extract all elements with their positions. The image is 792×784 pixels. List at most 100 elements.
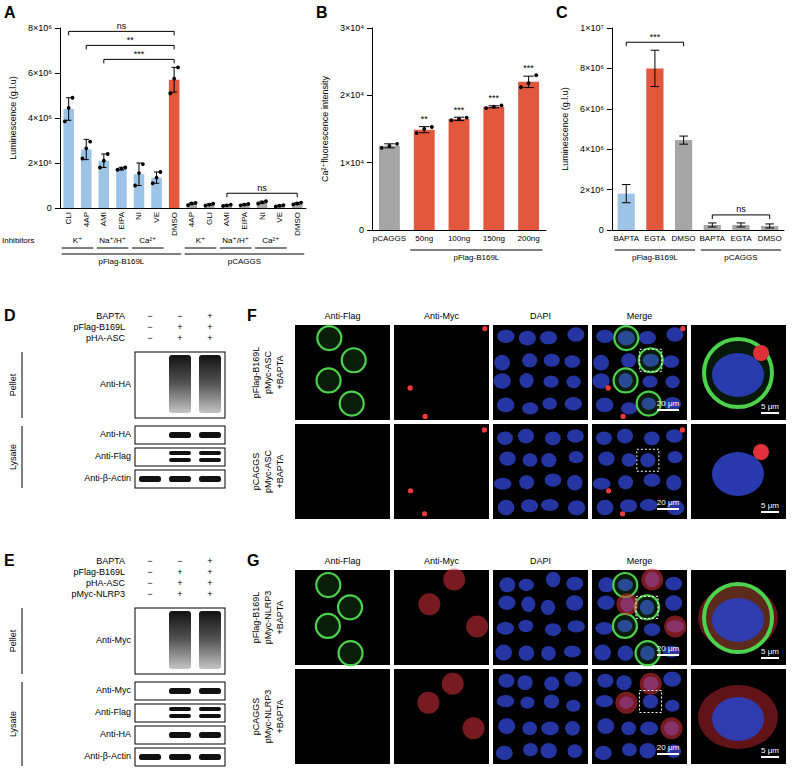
svg-text:0: 0 <box>599 225 604 235</box>
svg-text:4AP: 4AP <box>187 212 196 227</box>
svg-text:+: + <box>207 567 212 577</box>
svg-text:−: − <box>147 333 152 343</box>
svg-text:3×10⁴: 3×10⁴ <box>340 23 364 33</box>
svg-text:Anti-HA: Anti-HA <box>100 729 131 739</box>
svg-text:1×10⁴: 1×10⁴ <box>340 158 364 168</box>
svg-text:+BAPTA: +BAPTA <box>275 355 285 389</box>
svg-text:K⁺: K⁺ <box>196 236 206 245</box>
svg-text:GLI: GLI <box>205 212 214 225</box>
svg-text:+: + <box>207 322 212 332</box>
svg-text:C: C <box>556 4 568 21</box>
svg-text:Inhibitors: Inhibitors <box>2 236 34 245</box>
svg-text:EIPA: EIPA <box>240 211 249 229</box>
svg-text:BAPTA: BAPTA <box>96 556 125 566</box>
svg-text:Anti-Flag: Anti-Flag <box>324 556 360 566</box>
svg-text:G: G <box>247 552 259 569</box>
svg-text:+: + <box>177 578 182 588</box>
svg-text:0: 0 <box>359 225 364 235</box>
svg-text:Lysate: Lysate <box>8 444 18 470</box>
svg-text:+BAPTA: +BAPTA <box>275 600 285 634</box>
svg-text:+BAPTA: +BAPTA <box>275 699 285 733</box>
svg-text:+: + <box>177 589 182 599</box>
svg-text:pHA-ASC: pHA-ASC <box>86 333 126 343</box>
svg-text:pMyc-ASC: pMyc-ASC <box>263 450 273 494</box>
svg-text:DAPI: DAPI <box>530 556 551 566</box>
svg-text:ns: ns <box>257 183 267 193</box>
svg-text:***: *** <box>523 63 534 73</box>
svg-text:AMI: AMI <box>99 212 108 226</box>
svg-text:D: D <box>4 307 16 324</box>
svg-text:50ng: 50ng <box>415 234 433 243</box>
svg-text:Pellet: Pellet <box>8 629 18 652</box>
svg-text:20 μm: 20 μm <box>657 498 680 507</box>
svg-text:4AP: 4AP <box>82 212 91 227</box>
svg-text:VE: VE <box>275 212 284 223</box>
svg-text:20 μm: 20 μm <box>657 399 680 408</box>
svg-text:2×10⁴: 2×10⁴ <box>340 90 364 100</box>
svg-text:DMSO: DMSO <box>758 234 782 243</box>
svg-text:Anti-Flag: Anti-Flag <box>95 451 131 461</box>
svg-text:2×10⁶: 2×10⁶ <box>580 185 604 195</box>
svg-text:+BAPTA: +BAPTA <box>275 454 285 488</box>
svg-text:2×10⁶: 2×10⁶ <box>28 158 52 168</box>
svg-text:Ca²⁺fluorescence intensity: Ca²⁺fluorescence intensity <box>320 76 330 182</box>
svg-text:pFlag-B169L: pFlag-B169L <box>454 253 500 262</box>
svg-text:DMSO: DMSO <box>170 212 179 236</box>
svg-text:8×10⁶: 8×10⁶ <box>580 63 604 73</box>
svg-text:100ng: 100ng <box>448 234 470 243</box>
svg-text:+: + <box>207 333 212 343</box>
svg-text:Anti-β-Actin: Anti-β-Actin <box>84 751 131 761</box>
svg-text:8×10⁶: 8×10⁶ <box>28 23 52 33</box>
svg-text:pCAGGS: pCAGGS <box>228 257 261 266</box>
svg-text:**: ** <box>421 114 429 124</box>
svg-text:Luminescence (g.l.u): Luminescence (g.l.u) <box>560 87 570 171</box>
svg-text:Anti-Myc: Anti-Myc <box>424 311 460 321</box>
svg-text:pFlag-B169L: pFlag-B169L <box>632 253 678 262</box>
svg-text:+: + <box>207 578 212 588</box>
svg-text:Ca²⁺: Ca²⁺ <box>262 236 279 245</box>
svg-text:20 μm: 20 μm <box>657 743 680 752</box>
svg-text:ns: ns <box>736 204 746 214</box>
svg-text:5 μm: 5 μm <box>761 402 779 411</box>
svg-text:K⁺: K⁺ <box>73 236 83 245</box>
svg-text:F: F <box>247 307 257 324</box>
svg-text:−: − <box>177 556 182 566</box>
svg-text:6×10⁶: 6×10⁶ <box>28 68 52 78</box>
svg-text:Anti-HA: Anti-HA <box>100 379 131 389</box>
svg-text:DAPI: DAPI <box>530 311 551 321</box>
svg-text:5 μm: 5 μm <box>761 647 779 656</box>
svg-text:−: − <box>147 556 152 566</box>
svg-text:VE: VE <box>152 212 161 223</box>
svg-text:pMyc-NLRP3: pMyc-NLRP3 <box>263 591 273 645</box>
svg-text:Ca²⁺: Ca²⁺ <box>139 236 156 245</box>
svg-text:pCAGGS: pCAGGS <box>373 234 406 243</box>
svg-text:−: − <box>177 311 182 321</box>
svg-text:Na⁺/H⁺: Na⁺/H⁺ <box>222 236 249 245</box>
svg-text:pFlag-B169L: pFlag-B169L <box>251 592 261 644</box>
svg-text:Pellet: Pellet <box>8 373 18 396</box>
svg-text:Anti-Myc: Anti-Myc <box>96 635 132 645</box>
svg-text:5 μm: 5 μm <box>761 501 779 510</box>
svg-text:Luminescence (g.l.u): Luminescence (g.l.u) <box>8 76 18 160</box>
svg-text:***: *** <box>489 93 500 103</box>
svg-text:CLI: CLI <box>64 212 73 224</box>
svg-text:4×10⁶: 4×10⁶ <box>580 144 604 154</box>
svg-text:Anti-Flag: Anti-Flag <box>95 707 131 717</box>
svg-text:pCAGGS: pCAGGS <box>251 698 261 736</box>
svg-text:Anti-β-Actin: Anti-β-Actin <box>84 473 131 483</box>
svg-text:+: + <box>207 556 212 566</box>
svg-text:−: − <box>147 567 152 577</box>
svg-text:NI: NI <box>258 212 267 220</box>
svg-text:−: − <box>147 589 152 599</box>
svg-text:BAPTA: BAPTA <box>699 234 725 243</box>
svg-text:Merge: Merge <box>627 311 653 321</box>
svg-text:5 μm: 5 μm <box>761 746 779 755</box>
svg-text:B: B <box>316 4 328 21</box>
svg-text:NI: NI <box>134 212 143 220</box>
svg-text:pCAGGS: pCAGGS <box>724 253 757 262</box>
svg-text:AMI: AMI <box>222 212 231 226</box>
svg-text:E: E <box>4 552 15 569</box>
svg-text:Na⁺/H⁺: Na⁺/H⁺ <box>99 236 126 245</box>
svg-text:pFlag-B169L: pFlag-B169L <box>73 567 125 577</box>
svg-text:+: + <box>177 333 182 343</box>
